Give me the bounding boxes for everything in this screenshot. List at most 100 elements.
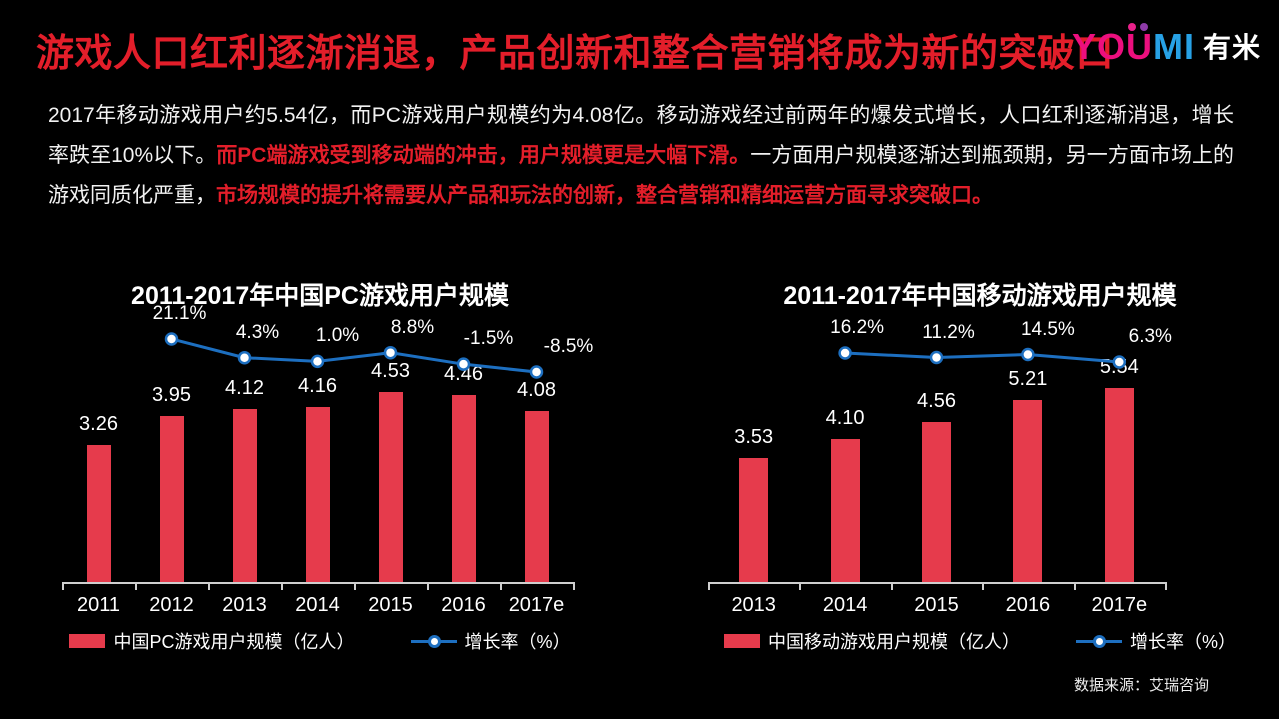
logo-umlaut-dot-left <box>1127 23 1136 31</box>
x-axis-tick <box>890 582 893 590</box>
chart-title: 2011-2017年中国移动游戏用户规模 <box>783 282 1177 310</box>
chart-title: 2011-2017年中国PC游戏用户规模 <box>131 282 509 310</box>
x-axis-tick <box>62 582 64 590</box>
bar <box>524 410 549 582</box>
bar <box>305 407 330 582</box>
bar-value-label: 4.56 <box>917 390 956 413</box>
line-dot <box>237 350 252 365</box>
x-axis-tick <box>427 582 429 590</box>
x-axis-label: 2013 <box>731 594 776 616</box>
x-axis-tick <box>208 582 210 590</box>
x-axis-tick <box>354 582 356 590</box>
growth-label: 16.2% <box>830 316 885 338</box>
logo-u: U <box>1126 23 1153 68</box>
line-dot <box>529 365 544 379</box>
x-axis-tick <box>708 582 710 590</box>
bar-value-label: 4.16 <box>298 375 337 398</box>
legend-label: 增长率（%） <box>1129 632 1236 652</box>
bar-value-label: 4.53 <box>371 359 410 382</box>
bar <box>159 416 184 582</box>
bar-value-label: 5.54 <box>1099 356 1139 379</box>
intro-paragraph: 2017年移动游戏用户约5.54亿，而PC游戏用户规模约为4.08亿。移动游戏经… <box>48 96 1234 216</box>
line-dot <box>164 332 179 346</box>
x-axis-label: 2014 <box>295 594 340 616</box>
chart-legend: 中国移动游戏用户规模（亿人） 增长率（%） <box>700 628 1260 654</box>
x-axis-label: 2014 <box>822 594 868 616</box>
intro-highlight: 而PC端游戏受到移动端的冲击，用户规模更是大幅下滑。 <box>216 144 751 167</box>
bar <box>451 394 476 582</box>
legend-bar-swatch-icon <box>69 634 106 648</box>
growth-label: 1.0% <box>315 325 360 347</box>
youmi-logo: YOU MI 有米 <box>1071 23 1261 68</box>
growth-label: 6.3% <box>1128 325 1172 347</box>
x-axis-label: 2015 <box>368 594 413 616</box>
x-axis-tick <box>573 582 575 590</box>
bar <box>378 391 403 582</box>
legend-label: 增长率（%） <box>464 632 571 652</box>
growth-label: 14.5% <box>1020 318 1075 340</box>
pc-users-chart: 2011-2017年中国PC游戏用户规模 3.26 2011 3.95 2012 4.12… <box>40 270 600 670</box>
bar-value-label: 4.12 <box>225 376 264 399</box>
bar <box>1104 388 1134 582</box>
bar-value-label: 4.10 <box>825 406 865 429</box>
growth-label: -1.5% <box>463 328 514 350</box>
mobile-users-chart: 2011-2017年中国移动游戏用户规模 3.53 2013 4.10 2014 4.56… <box>700 270 1260 670</box>
x-axis-tick <box>1073 582 1076 590</box>
legend-line-dot-icon <box>427 635 441 648</box>
bar-value-label: 5.21 <box>1008 367 1048 390</box>
bar <box>1013 399 1043 582</box>
growth-label: 21.1% <box>152 302 207 324</box>
x-axis-label: 2015 <box>914 594 959 616</box>
intro-text: 2017年移动游戏用户约5.54亿，而PC游戏用户规模约为4.08亿。移动游戏经… <box>48 104 1234 167</box>
x-axis-tick <box>1165 582 1167 590</box>
x-axis-label: 2017e <box>1091 594 1148 616</box>
line-dot <box>929 350 944 365</box>
legend-item-line: 增长率（%） <box>410 628 571 654</box>
x-axis-label: 2017e <box>508 594 565 616</box>
x-axis-label: 2012 <box>149 594 194 616</box>
data-source: 数据来源：艾瑞咨询 <box>1073 677 1209 694</box>
line-dot <box>1021 347 1035 362</box>
legend-label: 中国移动游戏用户规模（亿人） <box>767 632 1020 652</box>
bar <box>830 438 860 582</box>
x-axis-label: 2011 <box>76 594 120 616</box>
line-dot <box>310 354 325 369</box>
growth-label: 8.8% <box>390 316 435 338</box>
legend-item-bar: 中国PC游戏用户规模（亿人） <box>69 628 355 654</box>
bar-value-label: 4.46 <box>444 362 483 385</box>
x-axis-tick <box>799 582 802 590</box>
bar <box>86 445 111 582</box>
intro-text: 一方面用户规模逐渐达到瓶颈期，另一方面市场上的游戏同质化严重， <box>48 144 1235 207</box>
growth-label: 11.2% <box>922 321 975 343</box>
legend-item-bar: 中国移动游戏用户规模（亿人） <box>723 628 1020 654</box>
x-axis <box>708 582 1165 584</box>
legend-bar-swatch-icon <box>723 634 760 648</box>
growth-line-path <box>845 351 1120 364</box>
chart-legend: 中国PC游戏用户规模（亿人） 增长率（%） <box>40 628 600 654</box>
bar <box>922 422 951 582</box>
line-dot <box>838 346 852 360</box>
logo-you: YO <box>1071 26 1126 67</box>
legend-line-dot-icon <box>1092 635 1106 648</box>
bar-value-label: 3.95 <box>152 384 191 407</box>
intro-highlight: 市场规模的提升将需要从产品和玩法的创新，整合营销和精细运营方面寻求突破口。 <box>216 184 993 207</box>
line-dot <box>383 345 398 360</box>
legend-label: 中国PC游戏用户规模（亿人） <box>113 632 355 652</box>
page-title: 游戏人口红利逐渐消退，产品创新和整合营销将成为新的突破口 <box>36 33 1115 75</box>
x-axis-label: 2016 <box>441 594 486 616</box>
legend-item-line: 增长率（%） <box>1075 628 1236 654</box>
logo-umlaut-dot-right <box>1139 23 1148 31</box>
logo-chinese: 有米 <box>1202 32 1261 63</box>
x-axis-label: 2016 <box>1005 594 1051 616</box>
legend-line-icon <box>410 634 457 648</box>
bar <box>739 458 769 582</box>
x-axis-tick <box>982 582 985 590</box>
bar-value-label: 3.26 <box>79 413 118 436</box>
x-axis-tick <box>281 582 283 590</box>
growth-label: 4.3% <box>235 321 280 343</box>
bar-value-label: 4.08 <box>517 378 556 401</box>
x-axis <box>62 582 573 584</box>
bar-value-label: 3.53 <box>734 426 774 449</box>
x-axis-label: 2013 <box>222 594 267 616</box>
